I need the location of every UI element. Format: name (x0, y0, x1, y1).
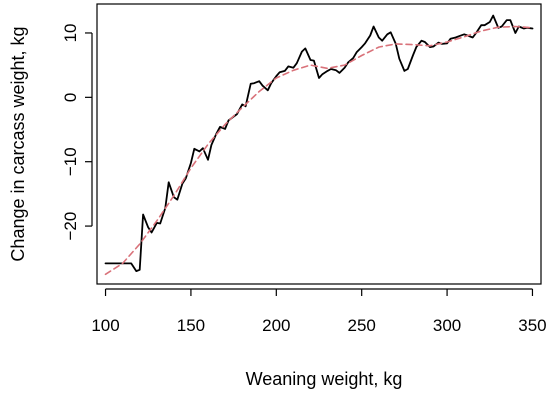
x-tick-label: 150 (177, 316, 205, 335)
y-tick-label: 0 (61, 93, 80, 102)
plot-frame (96, 3, 542, 285)
y-tick-label: 10 (61, 24, 80, 43)
x-tick-label: 100 (91, 316, 119, 335)
y-axis: −20 −10 0 10 (61, 24, 93, 241)
x-axis-title: Weaning weight, kg (246, 369, 403, 389)
data-line-solid (104, 14, 534, 273)
trend-line-dashed (104, 25, 534, 276)
x-tick-label: 350 (518, 316, 546, 335)
y-tick-label: −20 (61, 212, 80, 241)
x-tick-label: 300 (433, 316, 461, 335)
x-tick-label: 200 (262, 316, 290, 335)
x-axis: 100 150 200 250 300 350 (91, 288, 547, 335)
y-axis-title: Change in carcass weight, kg (8, 26, 28, 261)
y-tick-label: −10 (61, 147, 80, 176)
x-tick-label: 250 (348, 316, 376, 335)
series-layer (104, 14, 534, 276)
